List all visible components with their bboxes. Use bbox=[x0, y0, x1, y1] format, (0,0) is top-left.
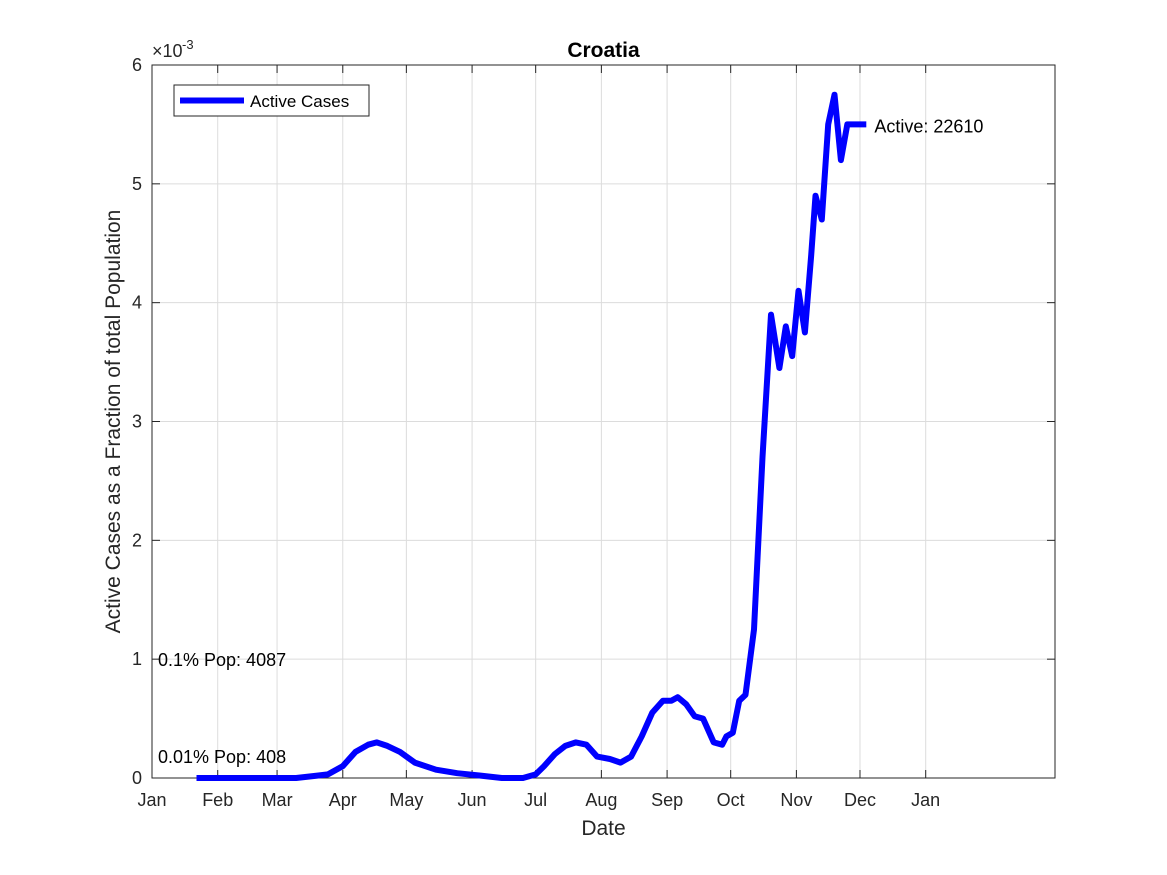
y-tick-label: 2 bbox=[132, 530, 142, 550]
annotation-label: 0.1% Pop: 4087 bbox=[158, 650, 286, 670]
y-exponent-power: -3 bbox=[182, 37, 194, 52]
x-tick-label: Jun bbox=[458, 790, 487, 810]
x-tick-label: Oct bbox=[717, 790, 745, 810]
y-tick-label: 6 bbox=[132, 55, 142, 75]
x-axis-label: Date bbox=[581, 817, 625, 840]
axis-ticks: Jan Feb Mar Apr May Jun Jul Aug Sep Oct Nov Dec Jan0… bbox=[132, 55, 1055, 810]
x-tick-label: Feb bbox=[202, 790, 233, 810]
annotation-label: Active: 22610 bbox=[874, 116, 983, 136]
chart-title: Croatia bbox=[567, 39, 640, 62]
y-axis-label: Active Cases as a Fraction of total Popu… bbox=[102, 210, 125, 634]
y-tick-label: 0 bbox=[132, 768, 142, 788]
x-tick-label: May bbox=[389, 790, 423, 810]
series-line-active-cases bbox=[196, 91, 867, 781]
x-tick-label: Dec bbox=[844, 790, 876, 810]
x-tick-label: Aug bbox=[585, 790, 617, 810]
legend: Active Cases bbox=[173, 84, 370, 117]
x-tick-label: Sep bbox=[651, 790, 683, 810]
y-tick-label: 3 bbox=[132, 412, 142, 432]
y-tick-label: 1 bbox=[132, 649, 142, 669]
x-tick-label: Apr bbox=[329, 790, 357, 810]
x-tick-label: Jan bbox=[137, 790, 166, 810]
legend-label: Active Cases bbox=[250, 92, 349, 111]
y-exponent-base: ×10 bbox=[152, 41, 183, 61]
x-tick-label: Jan bbox=[911, 790, 940, 810]
y-tick-label: 4 bbox=[132, 293, 142, 313]
x-tick-label: Nov bbox=[780, 790, 812, 810]
annotation-label: 0.01% Pop: 408 bbox=[158, 747, 286, 767]
y-exponent-label: ×10 -3 bbox=[152, 37, 194, 61]
annotations: 0.1% Pop: 4087 0.01% Pop: 408 Active: 2261… bbox=[158, 116, 983, 767]
series-layer bbox=[196, 91, 867, 781]
x-tick-label: Jul bbox=[524, 790, 547, 810]
grid bbox=[151, 64, 1055, 779]
y-tick-label: 5 bbox=[132, 174, 142, 194]
x-tick-label: Mar bbox=[262, 790, 293, 810]
